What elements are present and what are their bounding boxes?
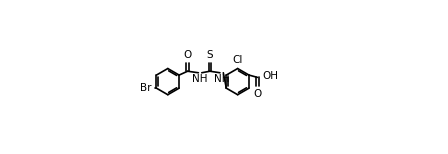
Text: S: S — [207, 50, 213, 60]
Text: NH: NH — [192, 74, 208, 84]
Text: O: O — [253, 89, 262, 99]
Text: O: O — [184, 50, 192, 60]
Text: Br: Br — [140, 83, 151, 93]
Text: NH: NH — [214, 74, 229, 84]
Text: OH: OH — [262, 71, 278, 81]
Text: Cl: Cl — [233, 55, 243, 65]
